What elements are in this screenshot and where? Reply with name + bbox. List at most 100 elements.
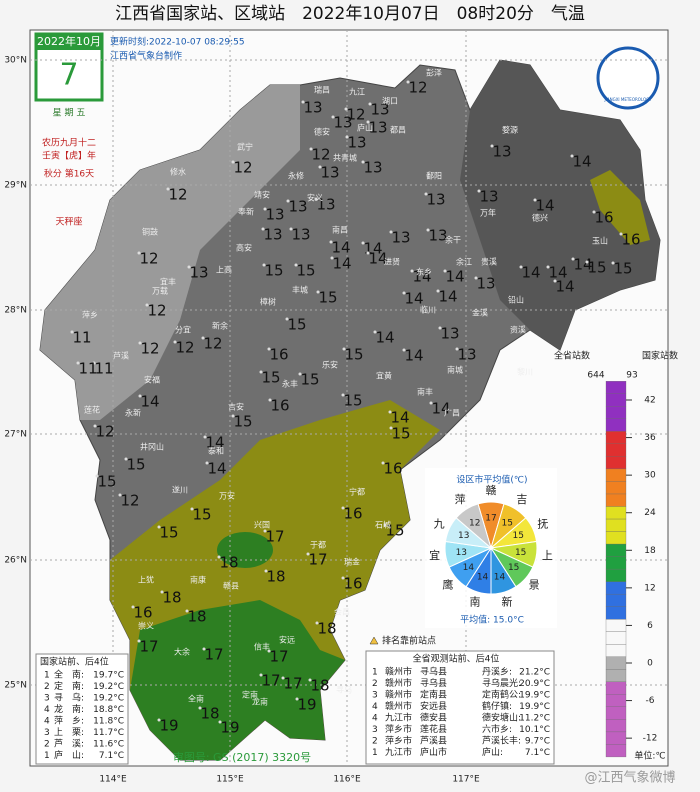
station-dot xyxy=(294,263,298,267)
colorbar-band xyxy=(605,406,627,419)
table-cell: 11.6°C xyxy=(93,740,124,750)
colorbar-label: 0 xyxy=(647,659,653,669)
city-name: 临川 xyxy=(420,305,436,315)
temperature-label: 17 xyxy=(265,528,284,546)
station-dot xyxy=(118,493,122,497)
temperature-label: 12 xyxy=(203,335,222,353)
table-cell: 3 xyxy=(44,728,50,738)
temperature-label: 16 xyxy=(383,460,402,478)
table-cell: 18.8°C xyxy=(93,705,124,715)
city-name: 龙南 xyxy=(252,697,268,707)
table-cell: 德安县 xyxy=(420,712,447,724)
station-dot xyxy=(389,230,393,234)
station-dot xyxy=(611,261,615,265)
city-name: 兴国 xyxy=(254,521,270,530)
station-dot xyxy=(190,507,194,511)
station-dot xyxy=(262,263,266,267)
table-cell: 7.1°C xyxy=(525,748,550,758)
logo xyxy=(596,46,660,110)
city-name: 广昌 xyxy=(444,408,460,418)
station-dot xyxy=(619,232,623,236)
city-name: 永丰 xyxy=(282,379,298,389)
station-dot xyxy=(137,251,141,255)
temperature-label: 11 xyxy=(78,360,97,378)
pie-name: 上 xyxy=(542,549,553,562)
city-name: 安义 xyxy=(307,193,323,203)
table-cell: 19.2°C xyxy=(93,694,124,704)
station-dot xyxy=(455,347,459,351)
table-cell: 鹤仔镇: xyxy=(482,700,512,712)
colorbar-count: 644 xyxy=(587,371,604,381)
temperature-label: 14 xyxy=(140,393,159,411)
station-dot xyxy=(318,165,322,169)
station-dot xyxy=(406,80,410,84)
table-cell: 寻乌县 xyxy=(420,677,447,689)
temperature-label: 14 xyxy=(548,264,567,282)
pie-name: 赣 xyxy=(486,483,497,497)
temperature-label: 19 xyxy=(220,719,239,737)
temperature-label: 12 xyxy=(346,106,365,124)
temperature-label: 13 xyxy=(492,143,511,161)
table-cell: 10.1°C xyxy=(519,725,550,735)
table-title: 全省观测站前、后4位 xyxy=(413,653,500,665)
station-dot xyxy=(570,154,574,158)
station-dot xyxy=(585,260,589,264)
city-name: 婺源 xyxy=(502,125,518,135)
station-dot xyxy=(309,147,313,151)
colorbar-band xyxy=(605,456,627,470)
city-name: 乐安 xyxy=(322,360,338,370)
lon-label: 114°E xyxy=(99,775,127,785)
temperature-label: 14 xyxy=(412,268,431,286)
table-cell: 7.1°C xyxy=(99,751,124,761)
temperature-label: 14 xyxy=(205,434,224,452)
city-name: 黎川 xyxy=(517,367,533,377)
table-cell: 2 xyxy=(372,737,378,747)
colorbar-band xyxy=(605,619,627,632)
city-name: 宜黄 xyxy=(376,371,392,381)
city-name: 永修 xyxy=(288,171,304,181)
colorbar-band xyxy=(605,656,627,670)
station-dot xyxy=(218,720,222,724)
temperature-label: 15 xyxy=(296,262,315,280)
table-cell: 萍乡市 xyxy=(385,735,412,747)
table-cell: 九江市 xyxy=(385,712,412,724)
temperature-label: 13 xyxy=(368,119,387,137)
station-dot xyxy=(402,348,406,352)
colorbar-unit: 单位:℃ xyxy=(634,750,665,762)
city-name: 高安 xyxy=(236,243,252,253)
lat-label: 25°N xyxy=(4,681,27,691)
table-cell: 2 xyxy=(44,682,50,692)
temperature-label: 14 xyxy=(438,288,457,306)
temperature-label: 13 xyxy=(440,325,459,343)
pie-title: 设区市平均值(℃) xyxy=(456,474,527,486)
temperature-label: 15 xyxy=(264,262,283,280)
station-dot xyxy=(173,340,177,344)
temperature-label: 18 xyxy=(266,568,285,586)
station-dot xyxy=(373,330,377,334)
temperature-label: 14 xyxy=(431,400,450,418)
city-name: 铅山 xyxy=(508,295,524,305)
station-dot xyxy=(402,291,406,295)
station-dot xyxy=(138,341,142,345)
table-cell: 萍 乡: xyxy=(54,716,84,727)
table-cell: 21.2°C xyxy=(519,668,550,678)
pie-average: 平均值: 15.0°C xyxy=(460,614,524,626)
colorbar-band xyxy=(605,493,627,507)
station-dot xyxy=(185,609,189,613)
temperature-label: 17 xyxy=(139,638,158,656)
temperature-label: 13 xyxy=(263,226,282,244)
city-name: 安远 xyxy=(279,635,295,645)
temperature-label: 12 xyxy=(120,492,139,510)
temperature-label: 13 xyxy=(363,159,382,177)
colorbar-count: 93 xyxy=(626,371,637,381)
table-cell: 上 栗: xyxy=(54,727,84,738)
lunar-year: 壬寅【虎】年 xyxy=(42,150,96,162)
city-name: 万载 xyxy=(152,286,168,296)
station-dot xyxy=(366,251,370,255)
pie-value: 14 xyxy=(477,572,489,582)
city-name: 余江 xyxy=(456,257,472,267)
station-dot xyxy=(160,590,164,594)
colorbar-band xyxy=(605,481,627,495)
table-cell: 九江市 xyxy=(385,746,412,758)
colorbar-band xyxy=(605,418,627,432)
